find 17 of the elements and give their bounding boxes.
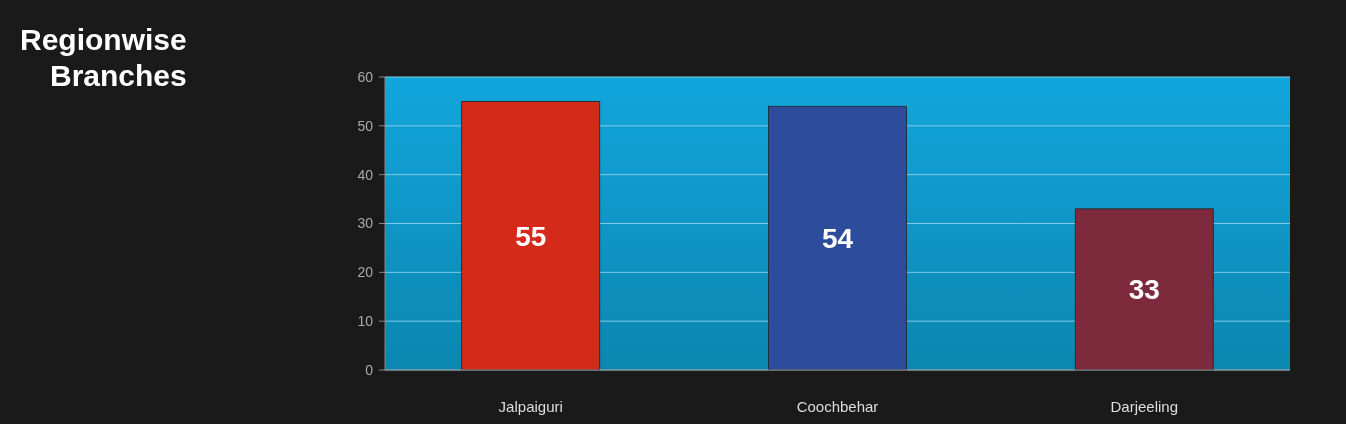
data-label: 33 — [1128, 274, 1160, 306]
data-label: 54 — [821, 223, 854, 255]
y-tick-label: 10 — [357, 313, 374, 330]
y-tick-label: 30 — [357, 215, 374, 232]
x-tick-label: Coochbehar — [796, 398, 879, 415]
y-tick-label: 0 — [365, 361, 374, 378]
y-tick-label: 60 — [357, 68, 374, 85]
x-tick-label: Darjeeling — [1110, 398, 1179, 415]
bar — [461, 101, 601, 371]
x-tick-label: Jalpaiguri — [498, 398, 563, 415]
y-tick-label: 20 — [357, 264, 374, 281]
y-tick-label: 40 — [357, 166, 374, 183]
data-label: 55 — [515, 220, 547, 252]
y-tick-label: 50 — [357, 117, 374, 134]
bar — [1074, 208, 1214, 371]
text: Regionwise Branches — [20, 23, 187, 92]
bar — [768, 105, 907, 371]
